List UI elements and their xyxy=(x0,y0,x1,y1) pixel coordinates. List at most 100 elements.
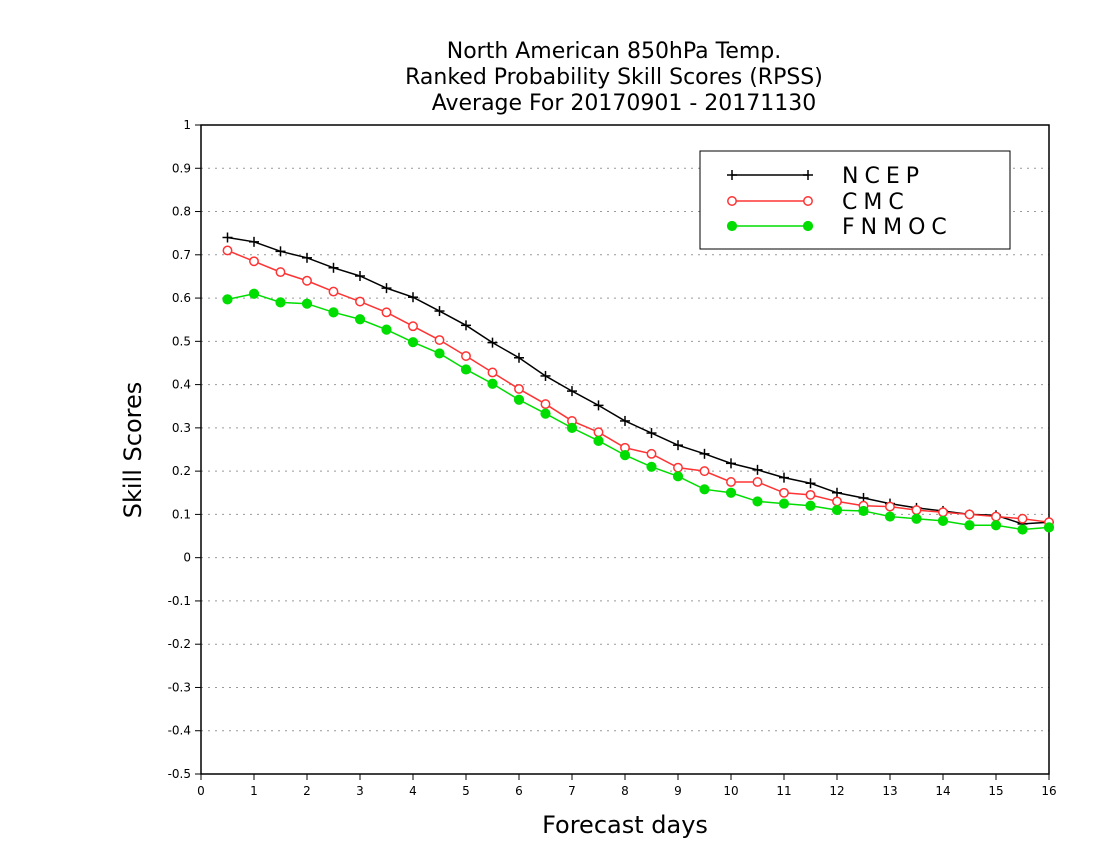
x-tick-label: 13 xyxy=(882,784,897,798)
y-tick-label: 0.4 xyxy=(172,378,191,392)
legend-marker-fnmoc xyxy=(726,220,738,232)
data-point-fnmoc xyxy=(434,348,445,359)
x-tick-label: 8 xyxy=(621,784,629,798)
data-point-ncep xyxy=(752,464,763,475)
legend-marker-fnmoc xyxy=(802,220,814,232)
data-point-cmc xyxy=(938,507,948,518)
data-point-fnmoc xyxy=(301,298,313,309)
data-point-cmc xyxy=(832,496,842,507)
y-tick-label: 0.2 xyxy=(172,464,191,478)
data-point-cmc xyxy=(964,509,975,520)
series-ncep xyxy=(222,232,1054,529)
data-point-ncep xyxy=(673,440,683,451)
x-axis-title: Forecast days xyxy=(542,811,708,839)
legend-marker-ncep xyxy=(803,170,813,180)
data-point-ncep xyxy=(249,236,259,247)
data-point-fnmoc xyxy=(460,364,472,375)
x-tick-label: 12 xyxy=(829,784,844,798)
data-point-ncep xyxy=(832,487,842,498)
x-tick-label: 1 xyxy=(250,784,258,798)
data-point-cmc xyxy=(699,466,710,477)
x-tick-label: 7 xyxy=(568,784,576,798)
data-point-ncep xyxy=(408,292,418,303)
data-point-ncep xyxy=(381,283,392,294)
x-axis: 0 1 2 3 4 5 6 7 8 9 10 11 12 13 14 15 16 xyxy=(197,774,1057,798)
data-point-ncep xyxy=(646,428,657,439)
series-line-cmc xyxy=(227,249,1050,523)
x-tick-label: 16 xyxy=(1041,784,1056,798)
y-tick-label: -0.1 xyxy=(168,594,191,608)
data-point-fnmoc xyxy=(407,337,419,348)
series-line-fnmoc xyxy=(227,292,1050,531)
data-point-ncep xyxy=(434,306,445,317)
data-point-fnmoc xyxy=(487,378,498,389)
legend-label-cmc: CMC xyxy=(842,190,910,215)
x-tick-label: 5 xyxy=(462,784,470,798)
y-axis: 1 0.9 0.8 0.7 0.6 0.5 0.4 0.3 0.2 0.1 0 -0.1 -0.2 -0.… xyxy=(168,118,201,781)
y-tick-label: 0.8 xyxy=(172,205,191,219)
data-point-cmc xyxy=(673,462,683,473)
data-point-fnmoc xyxy=(593,435,604,446)
y-tick-label: 0 xyxy=(183,551,191,565)
x-tick-label: 2 xyxy=(303,784,311,798)
data-point-fnmoc xyxy=(831,504,843,516)
data-point-fnmoc xyxy=(1043,522,1055,533)
y-tick-label: -0.5 xyxy=(168,767,191,781)
data-point-cmc xyxy=(249,256,259,267)
x-tick-label: 4 xyxy=(409,784,417,798)
series-cmc xyxy=(222,245,1054,528)
data-point-ncep xyxy=(699,448,710,459)
y-tick-label: 0.1 xyxy=(172,507,191,521)
data-point-fnmoc xyxy=(752,496,763,507)
data-point-fnmoc xyxy=(990,520,1002,531)
data-point-fnmoc xyxy=(566,422,578,433)
data-point-fnmoc xyxy=(937,515,949,526)
legend-item-cmc: CMC xyxy=(727,190,910,215)
data-point-ncep xyxy=(275,246,286,257)
y-tick-label: -0.3 xyxy=(168,680,191,694)
data-point-fnmoc xyxy=(699,484,710,495)
data-point-fnmoc xyxy=(884,511,896,522)
legend-marker-cmc xyxy=(727,196,737,206)
data-point-cmc xyxy=(805,489,816,500)
y-tick-label: 0.7 xyxy=(172,248,191,262)
data-point-ncep xyxy=(540,370,551,381)
y-tick-label: 0.5 xyxy=(172,334,191,348)
data-point-cmc xyxy=(275,267,286,278)
data-point-ncep xyxy=(222,232,233,243)
data-point-ncep xyxy=(487,337,498,348)
data-point-fnmoc xyxy=(248,288,260,299)
legend-box xyxy=(699,150,1011,250)
data-point-ncep xyxy=(805,478,816,489)
series-fnmoc xyxy=(222,288,1055,535)
data-point-fnmoc xyxy=(964,520,975,531)
data-point-cmc xyxy=(885,501,895,512)
data-point-fnmoc xyxy=(222,294,233,305)
y-tick-label: 1 xyxy=(183,118,191,132)
data-point-cmc xyxy=(434,335,445,345)
y-axis-title: Skill Scores xyxy=(119,382,147,519)
chart-title: North American 850hPa Temp. Ranked Proba… xyxy=(405,39,823,116)
legend-item-fnmoc: FNMOC xyxy=(726,215,947,240)
data-point-fnmoc xyxy=(354,314,366,325)
legend-marker-ncep xyxy=(727,170,737,180)
series xyxy=(222,232,1055,535)
data-point-ncep xyxy=(328,262,339,273)
data-point-ncep xyxy=(620,415,630,426)
data-point-fnmoc xyxy=(619,450,631,461)
data-point-fnmoc xyxy=(1017,524,1028,535)
data-point-cmc xyxy=(302,275,312,286)
data-point-ncep xyxy=(779,472,789,483)
data-point-cmc xyxy=(646,448,657,459)
data-point-ncep xyxy=(593,400,604,411)
y-tick-label: -0.2 xyxy=(168,637,191,651)
x-tick-label: 15 xyxy=(988,784,1003,798)
data-point-fnmoc xyxy=(513,394,525,405)
x-tick-label: 14 xyxy=(935,784,950,798)
data-point-cmc xyxy=(726,477,736,487)
x-tick-label: 10 xyxy=(723,784,738,798)
data-point-cmc xyxy=(911,505,922,516)
data-point-cmc xyxy=(593,427,604,438)
